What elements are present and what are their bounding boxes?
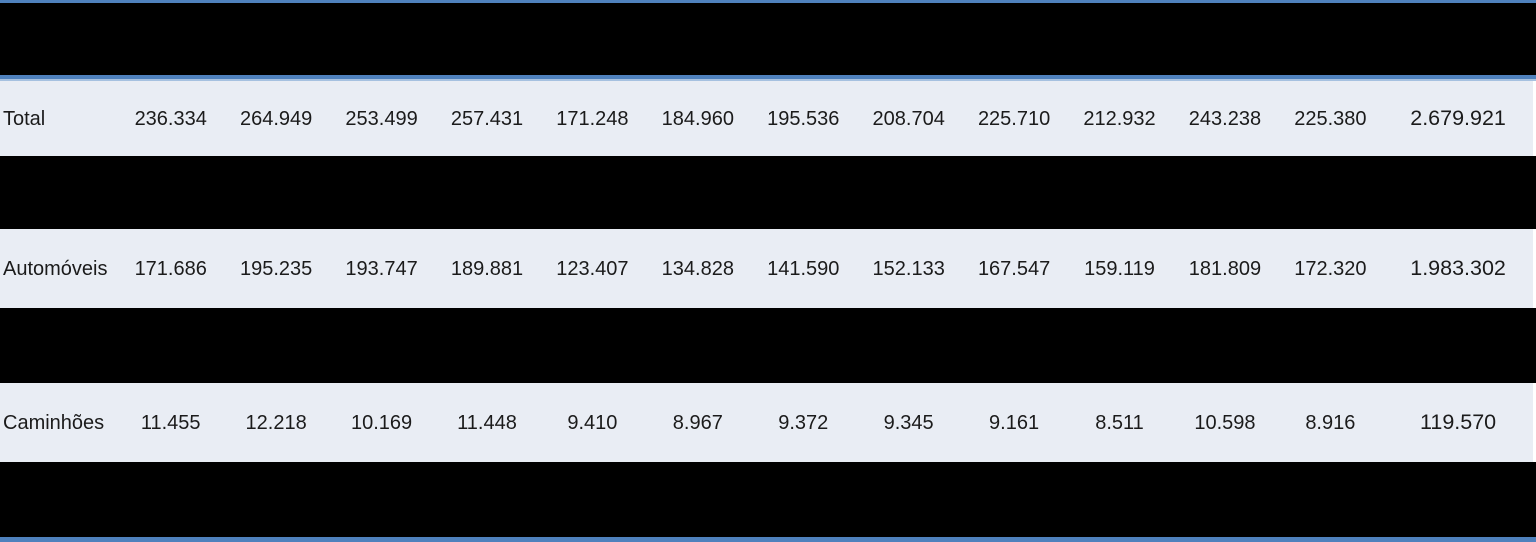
cell-row-total: 119.570 <box>1420 409 1497 434</box>
table-row-caminhoes: Caminhões 11.455 12.218 10.169 11.448 9.… <box>0 383 1536 462</box>
cell-value: 123.407 <box>556 257 629 280</box>
header-row-redacted <box>0 3 1536 75</box>
cell-value: 8.916 <box>1305 411 1356 434</box>
cell-row-total: 1.983.302 <box>1410 255 1506 280</box>
cell-value: 225.710 <box>977 107 1051 130</box>
cell-value: 152.133 <box>872 257 945 280</box>
cell-value: 167.547 <box>977 257 1051 280</box>
cell-value: 9.410 <box>567 411 618 434</box>
table-row-automoveis: Automóveis 171.686 195.235 193.747 189.8… <box>0 229 1536 308</box>
cell-value: 243.238 <box>1188 107 1262 130</box>
cell-value: 9.161 <box>989 411 1040 434</box>
cell-value: 195.536 <box>767 107 840 130</box>
cell-value: 212.932 <box>1083 107 1156 130</box>
cell-value: 9.345 <box>883 411 934 434</box>
row-label: Automóveis <box>3 257 108 280</box>
cell-value: 9.372 <box>778 411 829 434</box>
cell-value: 10.169 <box>350 411 413 434</box>
cell-value: 184.960 <box>661 107 734 130</box>
redacted-row <box>0 462 1536 537</box>
cell-value: 181.809 <box>1188 257 1262 280</box>
table-row-total: Total 236.334 264.949 253.499 257.431 17… <box>0 81 1536 156</box>
cell-value: 189.881 <box>450 257 524 280</box>
cell-value: 171.248 <box>556 107 629 130</box>
row-label: Caminhões <box>3 411 105 434</box>
cell-value: 208.704 <box>872 107 945 130</box>
cell-value: 11.455 <box>140 411 201 434</box>
cell-value: 193.747 <box>345 257 418 280</box>
cell-value: 11.448 <box>457 411 517 434</box>
cell-value: 257.431 <box>450 107 524 130</box>
cell-value: 171.686 <box>134 257 207 280</box>
cell-value: 159.119 <box>1084 257 1155 280</box>
redacted-row <box>0 308 1536 383</box>
table-bottom-border <box>0 537 1536 542</box>
table-top-border <box>0 0 1536 3</box>
cell-value: 172.320 <box>1294 257 1367 280</box>
cell-value: 195.235 <box>239 257 313 280</box>
cell-value: 8.511 <box>1095 411 1144 434</box>
cell-value: 141.590 <box>767 257 840 280</box>
cell-value: 264.949 <box>239 107 313 130</box>
header-bottom-border-highlight <box>0 79 1536 81</box>
cell-value: 10.598 <box>1194 411 1256 434</box>
row-label: Total <box>3 107 46 130</box>
redacted-row <box>0 156 1536 229</box>
cell-row-total: 2.679.921 <box>1410 105 1506 130</box>
cell-value: 134.828 <box>661 257 734 280</box>
header-bottom-border <box>0 75 1536 79</box>
cell-value: 225.380 <box>1294 107 1367 130</box>
cell-value: 8.967 <box>672 411 723 434</box>
cell-value: 236.334 <box>134 107 207 130</box>
cell-value: 12.218 <box>245 411 307 434</box>
cell-value: 253.499 <box>345 107 418 130</box>
